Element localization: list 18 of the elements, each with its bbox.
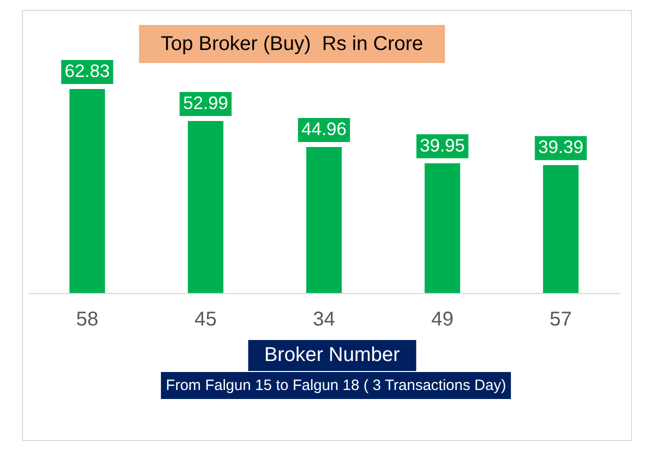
data-label: 39.95 <box>420 135 465 156</box>
x-tick-label: 49 <box>431 308 454 330</box>
bar <box>188 120 224 293</box>
data-label: 62.83 <box>64 61 110 81</box>
data-label: 44.96 <box>301 119 347 140</box>
x-tick-label: 45 <box>194 308 217 330</box>
text: From Falgun 15 to Falgun 18 ( 3 Transactions Day) <box>160 372 512 399</box>
x-tick-label: 58 <box>76 308 98 330</box>
chart-title: Top Broker (Buy) Rs in Crore <box>139 25 445 63</box>
x-tick-label: 57 <box>550 308 572 330</box>
data-label: 52.99 <box>183 92 228 113</box>
data-label: 39.39 <box>538 137 584 158</box>
x-tick-label: 34 <box>312 308 336 330</box>
bar <box>543 165 579 293</box>
bar <box>306 147 342 293</box>
bar <box>69 89 105 293</box>
bar <box>424 163 460 293</box>
x-axis-title: Broker Number <box>248 340 416 371</box>
